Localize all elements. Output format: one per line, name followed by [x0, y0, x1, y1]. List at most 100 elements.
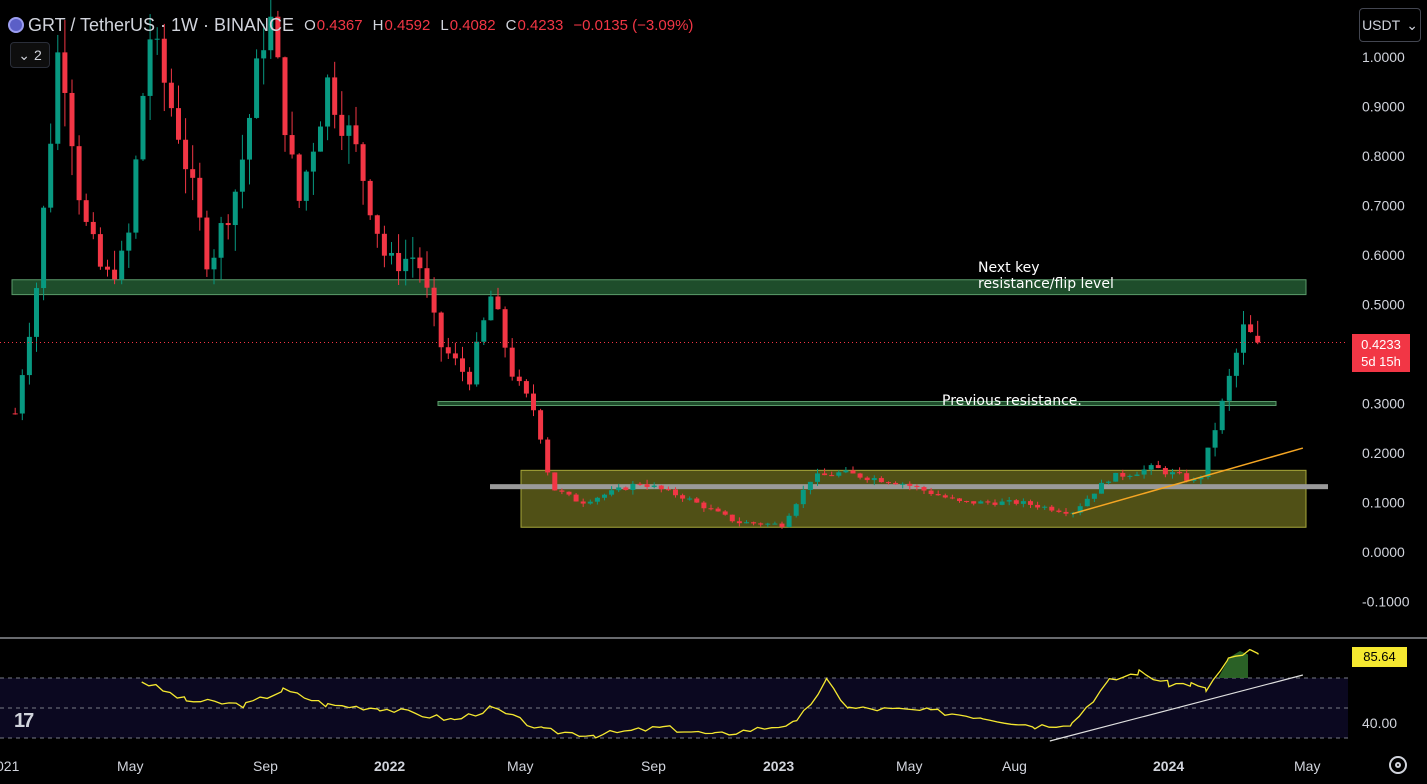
candle-body[interactable]	[168, 82, 174, 109]
candle-body[interactable]	[985, 501, 991, 503]
candle-body[interactable]	[1056, 510, 1062, 512]
candle-body[interactable]	[665, 489, 671, 491]
candle-body[interactable]	[147, 39, 153, 96]
candle-body[interactable]	[800, 489, 806, 505]
candle-body[interactable]	[1255, 335, 1261, 343]
candle-body[interactable]	[48, 143, 54, 208]
candle-body[interactable]	[1177, 472, 1183, 474]
candle-body[interactable]	[836, 472, 842, 476]
candle-body[interactable]	[183, 139, 189, 170]
candle-body[interactable]	[992, 502, 998, 505]
candle-body[interactable]	[637, 483, 643, 485]
candle-body[interactable]	[601, 494, 607, 498]
candle-body[interactable]	[687, 498, 693, 500]
candle-body[interactable]	[878, 478, 884, 483]
candle-body[interactable]	[978, 501, 984, 504]
candle-body[interactable]	[254, 58, 260, 118]
candle-body[interactable]	[1205, 447, 1211, 478]
candle-body[interactable]	[843, 470, 849, 473]
indicator-toggle-button[interactable]: ⌄ 2	[10, 42, 50, 68]
candle-body[interactable]	[900, 483, 906, 485]
candle-body[interactable]	[282, 57, 288, 136]
candle-body[interactable]	[225, 223, 231, 226]
candle-body[interactable]	[112, 269, 118, 280]
candle-body[interactable]	[1127, 475, 1133, 477]
candle-body[interactable]	[246, 117, 252, 160]
candle-body[interactable]	[530, 393, 536, 411]
candle-body[interactable]	[502, 309, 508, 348]
candle-body[interactable]	[964, 501, 970, 503]
candle-body[interactable]	[566, 491, 572, 495]
candle-body[interactable]	[431, 287, 437, 313]
candle-body[interactable]	[552, 472, 558, 491]
candle-body[interactable]	[680, 495, 686, 499]
candle-body[interactable]	[360, 144, 366, 181]
candle-body[interactable]	[296, 154, 302, 201]
candle-body[interactable]	[474, 341, 480, 385]
candle-body[interactable]	[658, 485, 664, 490]
zone-midline[interactable]	[490, 484, 1328, 490]
candle-body[interactable]	[729, 514, 735, 522]
candle-body[interactable]	[701, 502, 707, 509]
candle-body[interactable]	[999, 501, 1005, 505]
candle-body[interactable]	[403, 258, 409, 272]
candle-body[interactable]	[1120, 472, 1126, 477]
candle-body[interactable]	[367, 180, 373, 216]
candle-body[interactable]	[161, 38, 167, 83]
candle-body[interactable]	[175, 108, 181, 140]
candle-body[interactable]	[339, 114, 345, 136]
candle-body[interactable]	[538, 410, 544, 440]
candle-body[interactable]	[1226, 375, 1232, 401]
support-trendline[interactable]	[1071, 447, 1304, 515]
candle-body[interactable]	[672, 489, 678, 496]
tradingview-logo-icon[interactable]: 17	[14, 710, 34, 732]
candle-body[interactable]	[907, 483, 913, 486]
candle-body[interactable]	[19, 375, 25, 414]
candle-body[interactable]	[232, 191, 238, 226]
candle-body[interactable]	[410, 257, 416, 259]
candle-body[interactable]	[850, 470, 856, 474]
candle-body[interactable]	[104, 266, 110, 270]
candle-body[interactable]	[893, 482, 899, 485]
candle-body[interactable]	[1141, 469, 1147, 475]
candle-body[interactable]	[1233, 352, 1239, 376]
candle-body[interactable]	[190, 169, 196, 178]
candle-body[interactable]	[374, 215, 380, 234]
candle-body[interactable]	[885, 482, 891, 484]
candle-body[interactable]	[1113, 472, 1119, 482]
candle-body[interactable]	[452, 353, 458, 359]
previous-resistance-line[interactable]	[437, 401, 1277, 406]
candle-body[interactable]	[779, 523, 785, 528]
candle-body[interactable]	[488, 296, 494, 321]
candle-body[interactable]	[310, 151, 316, 172]
candle-body[interactable]	[424, 268, 430, 288]
candle-body[interactable]	[133, 159, 139, 233]
candle-body[interactable]	[864, 477, 870, 481]
candle-body[interactable]	[609, 490, 615, 495]
candle-body[interactable]	[275, 16, 281, 58]
candle-body[interactable]	[623, 487, 629, 490]
candle-body[interactable]	[261, 50, 267, 59]
candle-body[interactable]	[573, 494, 579, 502]
candle-body[interactable]	[1042, 506, 1048, 508]
candle-body[interactable]	[140, 95, 146, 160]
candle-body[interactable]	[1198, 477, 1204, 480]
candle-body[interactable]	[758, 523, 764, 525]
candle-body[interactable]	[743, 522, 749, 524]
candle-body[interactable]	[1098, 482, 1104, 494]
candle-body[interactable]	[239, 159, 245, 192]
candle-body[interactable]	[204, 217, 210, 270]
candle-body[interactable]	[708, 508, 714, 510]
candle-body[interactable]	[857, 473, 863, 478]
candle-body[interactable]	[353, 125, 359, 145]
candle-body[interactable]	[949, 497, 955, 499]
candle-body[interactable]	[793, 504, 799, 516]
candle-body[interactable]	[814, 473, 820, 482]
candle-body[interactable]	[396, 252, 402, 272]
candle-body[interactable]	[942, 495, 948, 498]
candle-body[interactable]	[956, 498, 962, 502]
candle-body[interactable]	[1212, 430, 1218, 448]
candle-body[interactable]	[1020, 501, 1026, 504]
